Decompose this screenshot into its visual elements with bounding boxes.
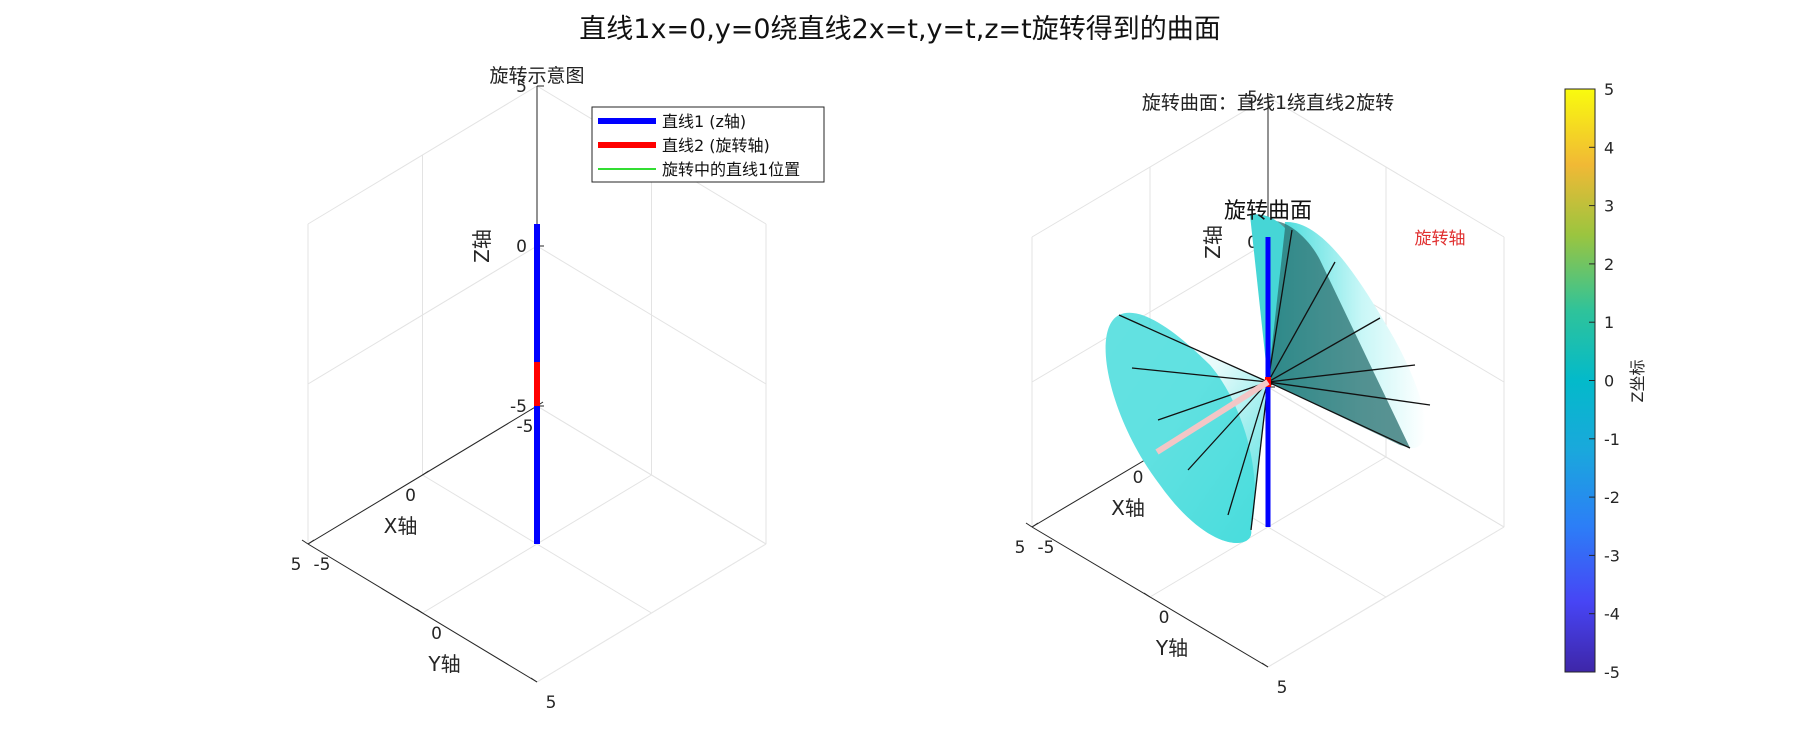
colorbar-tick-label: 2	[1604, 255, 1614, 274]
x-tick-label: 0	[405, 486, 416, 506]
surface	[1105, 214, 1431, 544]
surface-generator	[1187, 381, 1269, 471]
colorbar-tick-label: -1	[1604, 430, 1620, 449]
z-axis-label: Z轴	[470, 229, 494, 263]
surface-generator	[1267, 381, 1431, 406]
z-tick-label: 5	[516, 77, 527, 97]
y-tick-label: -5	[1038, 538, 1055, 558]
x-axis-label: X轴	[1111, 496, 1145, 520]
surface-lower-rim	[1105, 312, 1255, 544]
y-tick	[1261, 662, 1269, 668]
grid-line	[536, 405, 767, 545]
colorbar-label: Z坐标	[1628, 360, 1647, 403]
colorbar-tick-label: 3	[1604, 197, 1614, 216]
colorbar-tick-label: -3	[1604, 546, 1620, 565]
y-axis-label: Y轴	[1155, 636, 1188, 660]
x-axis-label: X轴	[384, 514, 418, 538]
box-edge	[536, 543, 767, 683]
z-tick-label: -5	[510, 397, 527, 417]
x-tick	[422, 470, 429, 476]
grid-line	[536, 245, 767, 385]
grid-line	[307, 85, 538, 225]
y-tick-label: 5	[546, 693, 557, 713]
surface-generator	[1157, 381, 1269, 421]
y-tick	[1143, 592, 1151, 598]
y-axis-label: Y轴	[427, 652, 460, 676]
x-tick	[307, 539, 315, 545]
axes-title: 旋转曲面：直线1绕直线2旋转	[1142, 92, 1394, 114]
z-axis-label: Z轴	[1201, 225, 1225, 259]
box-edge	[1267, 526, 1505, 668]
surface-generator	[1267, 364, 1416, 383]
colorbar-tick-label: 0	[1604, 372, 1614, 391]
z-tick-label: 0	[516, 237, 527, 257]
surface-generator	[1227, 381, 1269, 516]
x-tick-label: 5	[291, 555, 302, 575]
annotation-axis: 旋转轴	[1415, 229, 1466, 249]
surface-generator	[1118, 314, 1269, 383]
y-tick	[416, 608, 423, 614]
grid-line	[1031, 96, 1269, 238]
colorbar-tick-label: 5	[1604, 80, 1614, 99]
y-tick	[1025, 522, 1033, 528]
grid-line	[1267, 386, 1505, 528]
x-tick-label: -5	[517, 417, 534, 437]
surface-generator	[1267, 317, 1381, 383]
annotation-surface: 旋转曲面	[1224, 199, 1312, 224]
surface-generator	[1131, 367, 1269, 383]
colorbar: 5 4 3 2 1 0 -1 -2 -3 -4 -5 Z坐标	[1564, 80, 1647, 682]
surface-generator	[1267, 229, 1293, 383]
colorbar-tick-label: -2	[1604, 488, 1620, 507]
y-tick-label: -5	[314, 555, 331, 575]
surface-upper-shadow	[1265, 220, 1410, 448]
legend-label: 旋转中的直线1位置	[662, 160, 800, 179]
legend-label: 直线2 (旋转轴)	[662, 136, 770, 155]
z-tick-label: 5	[1247, 88, 1258, 108]
z-tick-label: 0	[1247, 233, 1258, 253]
legend: 直线1 (z轴) 直线2 (旋转轴) 旋转中的直线1位置	[591, 106, 825, 183]
x-tick-label: 5	[1015, 538, 1026, 558]
grid-line	[1031, 241, 1269, 383]
legend-label: 直线1 (z轴)	[662, 112, 746, 131]
grid-line	[1267, 96, 1505, 238]
surface-generator	[1250, 381, 1269, 531]
y-tick-label: 5	[1277, 678, 1288, 698]
x-tick-label: 0	[1133, 468, 1144, 488]
y-tick-label: 0	[431, 624, 442, 644]
surface-generator	[1267, 381, 1411, 449]
figure-title: 直线1x=0,y=0绕直线2x=t,y=t,z=t旋转得到的曲面	[579, 14, 1220, 45]
colorbar-tick-label: 4	[1604, 138, 1614, 157]
colorbar-tick-label: 1	[1604, 313, 1614, 332]
x-tick	[1031, 522, 1039, 528]
series-line2-occluded	[1155, 379, 1270, 455]
colorbar-tick-label: -4	[1604, 605, 1620, 624]
axes-title: 旋转示意图	[489, 65, 584, 87]
y-tick	[530, 677, 538, 683]
grid-line	[307, 245, 538, 385]
y-tick-label: 0	[1159, 608, 1170, 628]
y-tick	[301, 539, 309, 545]
colorbar-tick-label: -5	[1604, 663, 1620, 682]
surface-generator	[1267, 261, 1336, 383]
